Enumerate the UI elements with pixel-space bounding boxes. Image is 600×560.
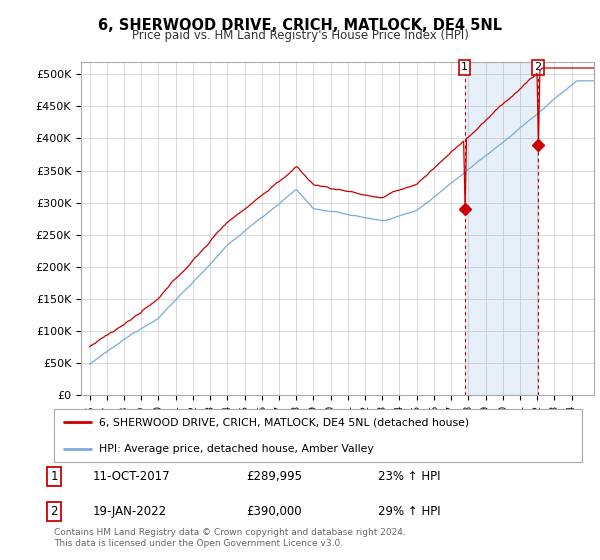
Text: 1: 1 [50,470,58,483]
Text: 6, SHERWOOD DRIVE, CRICH, MATLOCK, DE4 5NL (detached house): 6, SHERWOOD DRIVE, CRICH, MATLOCK, DE4 5… [99,417,469,427]
Text: 2: 2 [535,63,542,72]
Bar [464,62,538,395]
Text: 2: 2 [50,505,58,518]
Text: 11-OCT-2017: 11-OCT-2017 [93,470,170,483]
Text: Price paid vs. HM Land Registry's House Price Index (HPI): Price paid vs. HM Land Registry's House … [131,29,469,42]
Text: 23% ↑ HPI: 23% ↑ HPI [378,470,440,483]
Text: £390,000: £390,000 [246,505,302,518]
Text: 1: 1 [461,63,468,72]
Text: 29% ↑ HPI: 29% ↑ HPI [378,505,440,518]
Text: Contains HM Land Registry data © Crown copyright and database right 2024.
This d: Contains HM Land Registry data © Crown c… [54,528,406,548]
Text: 19-JAN-2022: 19-JAN-2022 [93,505,167,518]
Text: 6, SHERWOOD DRIVE, CRICH, MATLOCK, DE4 5NL: 6, SHERWOOD DRIVE, CRICH, MATLOCK, DE4 5… [98,18,502,33]
Text: HPI: Average price, detached house, Amber Valley: HPI: Average price, detached house, Ambe… [99,444,374,454]
Text: £289,995: £289,995 [246,470,302,483]
